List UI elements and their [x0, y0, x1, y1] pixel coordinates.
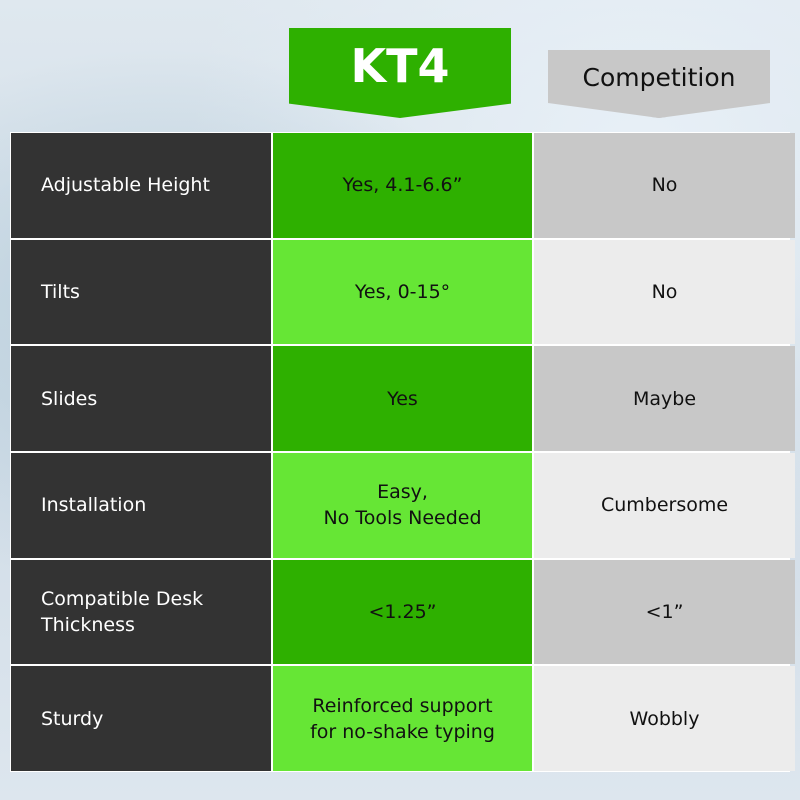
kt4-cell: Yes, 0-15° [273, 239, 532, 345]
kt4-cell: Yes [273, 346, 532, 451]
feature-cell: Tilts [11, 239, 271, 345]
feature-cell: Compatible Desk Thickness [11, 559, 271, 665]
kt4-header-label: KT4 [350, 39, 450, 93]
kt4-cell: <1.25” [273, 559, 532, 665]
competition-header-banner: Competition [548, 50, 770, 118]
competition-cell: No [534, 239, 795, 345]
kt4-header-banner: KT4 [289, 28, 511, 118]
feature-cell: Installation [11, 452, 271, 558]
competition-cell: Cumbersome [534, 452, 795, 558]
kt4-cell: Yes, 4.1-6.6” [273, 133, 532, 238]
competition-cell: No [534, 133, 795, 238]
feature-cell: Slides [11, 346, 271, 451]
competition-cell: Wobbly [534, 666, 795, 771]
comparison-table: Adjustable Height Yes, 4.1-6.6” No Tilts Ye… [10, 132, 795, 772]
competition-cell: Maybe [534, 346, 795, 451]
competition-cell: <1” [534, 559, 795, 665]
feature-cell: Adjustable Height [11, 133, 271, 238]
kt4-cell: Easy, No Tools Needed [273, 452, 532, 558]
competition-header-label: Competition [582, 62, 736, 92]
feature-cell: Sturdy [11, 666, 271, 771]
kt4-cell: Reinforced support for no-shake typing [273, 666, 532, 771]
